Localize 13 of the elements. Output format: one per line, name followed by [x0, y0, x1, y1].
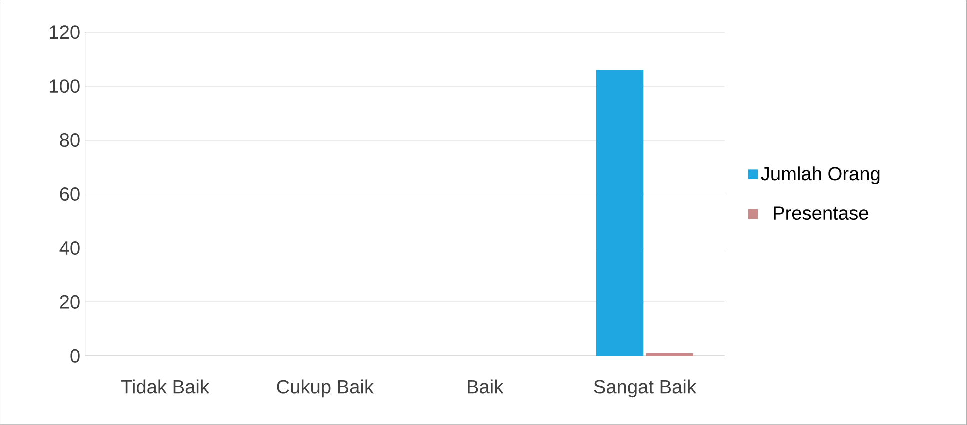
x-tick-label: Sangat Baik — [594, 380, 697, 398]
legend-label: Presentase — [774, 206, 868, 220]
y-tick-label: 60 — [60, 187, 80, 201]
y-tick-label: 0 — [70, 349, 80, 363]
legend-label: Jumlah Orang — [761, 166, 880, 184]
y-tick-label: 120 — [50, 26, 80, 40]
y-tick-label: 80 — [60, 133, 80, 147]
y-tick-label: 40 — [60, 241, 80, 255]
x-tick-label: Baik — [468, 380, 504, 394]
y-tick-label: 100 — [50, 79, 80, 94]
y-tick-label: 20 — [60, 295, 80, 309]
x-tick-label: Tidak Baik — [121, 380, 210, 394]
x-tick-label: Cukup Baik — [277, 380, 374, 398]
